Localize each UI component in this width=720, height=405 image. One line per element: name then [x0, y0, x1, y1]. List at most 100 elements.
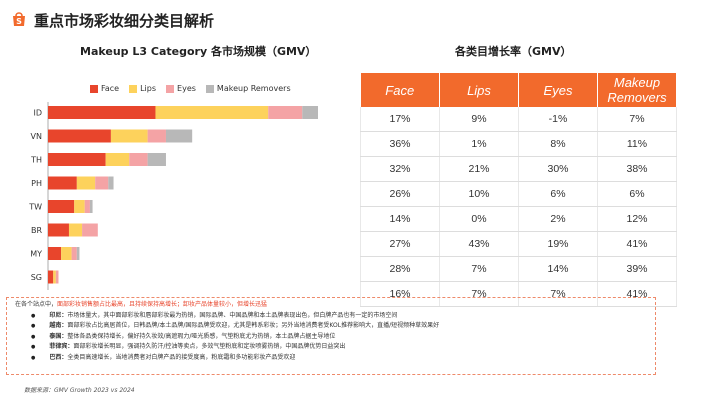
bar-face-my: [48, 247, 62, 260]
table-cell: 11%: [597, 131, 677, 157]
table-cell: 7%: [597, 107, 677, 132]
header-face: Face: [360, 73, 440, 107]
table-row: 36% 1% 8% 11%: [360, 131, 677, 157]
table-cell: 14%: [360, 206, 440, 232]
y-tick-label: TW: [28, 203, 42, 212]
table-cell: 39%: [597, 256, 677, 282]
bar-eyes-tw: [84, 200, 90, 213]
table-cell: 32%: [360, 156, 440, 182]
bar-eyes-my: [71, 247, 77, 260]
list-item: 巴西：全类目高速增长，当地消费者对白牌产品的接受度高，粉底霜和多功能彩妆产品受欢…: [45, 353, 655, 364]
bar-makeup-removers-ph: [108, 176, 114, 190]
legend-label: Face: [101, 84, 120, 93]
table-cell: 41%: [597, 231, 677, 257]
bar-eyes-ph: [95, 176, 109, 190]
table-cell: 12%: [597, 206, 677, 232]
bar-face-vn: [48, 129, 111, 143]
table-cell: 38%: [597, 156, 677, 182]
bar-lips-th: [105, 153, 130, 166]
bar-face-th: [48, 153, 106, 166]
bar-lips-br: [68, 223, 83, 237]
table-row: 27% 43% 19% 41%: [360, 231, 677, 257]
table-row: 16% 7% 7% 41%: [360, 281, 677, 307]
legend-swatch: [166, 84, 175, 93]
table-cell: 6%: [597, 181, 677, 207]
table-cell: 7%: [518, 281, 598, 307]
growth-table-header-row: Face Lips Eyes Makeup Removers: [360, 73, 677, 107]
legend-swatch: [90, 84, 98, 93]
bar-lips-tw: [74, 200, 85, 213]
y-tick-label: BR: [31, 226, 42, 235]
table-cell: 36%: [360, 131, 440, 157]
bar-makeup-removers-my: [76, 247, 80, 260]
growth-table: Face Lips Eyes Makeup Removers 17% 9% -1% 7…: [360, 73, 677, 307]
legend-item-lips: Lips: [129, 84, 156, 93]
table-cell: 9%: [439, 107, 519, 132]
y-tick-label: MY: [30, 250, 42, 259]
table-row: 32% 21% 30% 38%: [360, 156, 677, 182]
y-tick-label: VN: [31, 132, 42, 141]
table-cell: 28%: [360, 256, 440, 282]
svg-text:S: S: [16, 17, 22, 26]
legend-swatch: [205, 84, 214, 93]
list-item: 泰国：整体各品类保持增长，偏好持久妆效/高遮瑕力/哑光质感，气垫粉底尤为热销，本…: [45, 332, 655, 343]
bar-lips-sg: [53, 270, 56, 284]
table-cell: 14%: [518, 256, 598, 282]
bar-makeup-removers-vn: [165, 129, 193, 143]
header-lips: Lips: [439, 73, 519, 107]
bar-eyes-vn: [147, 129, 166, 143]
y-tick-label: SG: [31, 273, 42, 282]
table-cell: 16%: [360, 281, 440, 307]
table-cell: 43%: [439, 231, 519, 257]
bar-face-sg: [48, 270, 54, 284]
table-row: 28% 7% 14% 39%: [360, 256, 677, 282]
bar-makeup-removers-tw: [89, 200, 93, 213]
notes-headline: 在各个站点中，面部彩妆销售额占比最高，且持续保持高增长；卸妆产品体量较小，但增长…: [15, 301, 268, 308]
bar-makeup-removers-id: [302, 106, 318, 119]
table-cell: 2%: [518, 206, 598, 232]
legend-swatch: [129, 84, 138, 93]
page-title: 重点市场彩妆细分类目解析: [34, 12, 215, 30]
bar-face-id: [48, 106, 156, 119]
table-cell: 21%: [439, 156, 519, 182]
notes-box: 在各个站点中，面部彩妆销售额占比最高，且持续保持高增长；卸妆产品体量较小，但增长…: [6, 297, 656, 375]
table-row: 14% 0% 2% 12%: [360, 206, 677, 232]
bar-lips-ph: [76, 176, 96, 190]
legend-item-eyes: Eyes: [166, 84, 196, 93]
table-cell: 0%: [439, 206, 519, 232]
bar-eyes-th: [129, 153, 148, 166]
data-source-note: 数据来源：GMV Growth 2023 vs 2024: [24, 387, 135, 394]
table-cell: 30%: [518, 156, 598, 182]
header-makeup-removers: Makeup Removers: [597, 73, 677, 107]
y-tick-label: TH: [30, 156, 42, 165]
stacked-bar-chart: ID VN TH PH TW BR MY SG: [28, 102, 318, 290]
bar-lips-vn: [110, 129, 148, 143]
table-cell: 8%: [518, 131, 598, 157]
table-cell: 19%: [518, 231, 598, 257]
table-row: 26% 10% 6% 6%: [360, 181, 677, 207]
table-cell: 6%: [518, 181, 598, 207]
table-row: 17% 9% -1% 7%: [360, 107, 677, 132]
table-cell: 10%: [439, 181, 519, 207]
legend-label: Eyes: [177, 84, 196, 93]
table-cell: 27%: [360, 231, 440, 257]
bar-face-tw: [48, 200, 75, 213]
bar-lips-id: [155, 106, 269, 119]
y-tick-label: ID: [33, 109, 42, 118]
table-cell: 1%: [439, 131, 519, 157]
bar-eyes-br: [82, 223, 98, 237]
shopee-logo-icon: S: [13, 12, 25, 26]
legend-label: Makeup Removers: [216, 84, 291, 93]
legend-item-makeup-removers: Makeup Removers: [205, 84, 291, 93]
table-cell: -1%: [518, 107, 598, 132]
list-item: 菲律宾：面部彩妆增长明显，强调持久防汗/控油等卖点，多效气垫粉底和定妆喷雾热销，…: [45, 342, 655, 353]
list-item: 印尼：市场体量大，其中面部彩妆和唇部彩妆最为热销，国际品牌、中国品牌和本土品牌表…: [45, 311, 655, 322]
bar-face-ph: [48, 176, 77, 190]
chart-legend: Face Lips Eyes Makeup Removers: [90, 84, 291, 93]
legend-label: Lips: [140, 84, 157, 93]
y-tick-label: PH: [31, 179, 42, 188]
notes-headline-highlight: 面部彩妆销售额占比最高，且持续保持高增长；卸妆产品体量较小，但增长迅猛: [57, 301, 268, 308]
table-cell: 7%: [439, 281, 519, 307]
table-cell: 7%: [439, 256, 519, 282]
table-cell: 17%: [360, 107, 440, 132]
